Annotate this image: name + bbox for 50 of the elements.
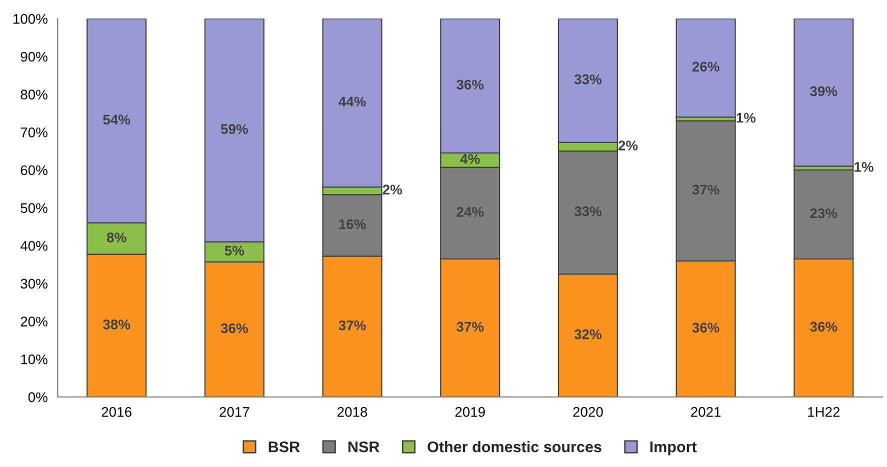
- data-label: 1%: [854, 162, 874, 172]
- data-label: 37%: [456, 322, 484, 332]
- data-label: 24%: [456, 207, 484, 217]
- y-tick-label: 90%: [20, 52, 48, 62]
- y-tick-label: 10%: [21, 354, 48, 364]
- data-label: 59%: [220, 124, 248, 134]
- data-label: 26%: [692, 62, 720, 72]
- y-tick-label: 50%: [20, 203, 48, 213]
- data-label: 44%: [338, 96, 366, 107]
- data-label: 38%: [103, 320, 130, 330]
- x-tick-label: 2020: [573, 407, 603, 417]
- y-tick-label: 20%: [20, 316, 48, 326]
- data-label: 16%: [339, 219, 366, 230]
- data-label: 33%: [574, 74, 602, 84]
- data-label: 37%: [692, 184, 720, 195]
- data-label: 39%: [810, 86, 838, 96]
- y-tick-label: 100%: [13, 14, 48, 24]
- x-tick-label: 2018: [338, 407, 368, 417]
- legend-label: NSR: [348, 441, 380, 452]
- x-tick-label: 2017: [220, 407, 250, 417]
- x-tick-label: 2019: [455, 407, 485, 417]
- y-tick-label: 60%: [20, 165, 48, 176]
- data-label: 54%: [103, 114, 130, 125]
- y-tick-label: 80%: [20, 90, 48, 100]
- data-label: 4%: [460, 154, 480, 164]
- data-label: 36%: [456, 80, 484, 90]
- y-tick-label: 30%: [20, 278, 48, 289]
- data-label: 36%: [810, 322, 838, 332]
- x-tick-label: 2021: [691, 407, 721, 417]
- data-label: 37%: [338, 320, 366, 330]
- data-label: 36%: [692, 322, 720, 333]
- y-tick-label: 70%: [20, 127, 48, 138]
- data-label: 23%: [810, 208, 838, 218]
- data-label: 5%: [224, 246, 244, 256]
- y-tick-label: 40%: [20, 240, 48, 251]
- legend-label: Import: [650, 442, 697, 456]
- legend-label: Other domestic sources: [428, 441, 602, 452]
- legend-label: BSR: [268, 441, 300, 452]
- data-label: 2%: [618, 140, 638, 150]
- data-label: 36%: [220, 323, 248, 334]
- bar: [676, 18, 736, 118]
- data-label: 2%: [382, 184, 402, 194]
- data-label: 8%: [106, 232, 126, 242]
- data-label: 32%: [574, 329, 602, 340]
- data-label: 33%: [574, 206, 602, 216]
- x-tick-label: 1H22: [808, 407, 840, 417]
- x-tick-label: 2016: [102, 407, 132, 417]
- data-label: 1%: [736, 112, 756, 123]
- y-tick-label: 0%: [28, 392, 48, 402]
- bar: [794, 18, 854, 167]
